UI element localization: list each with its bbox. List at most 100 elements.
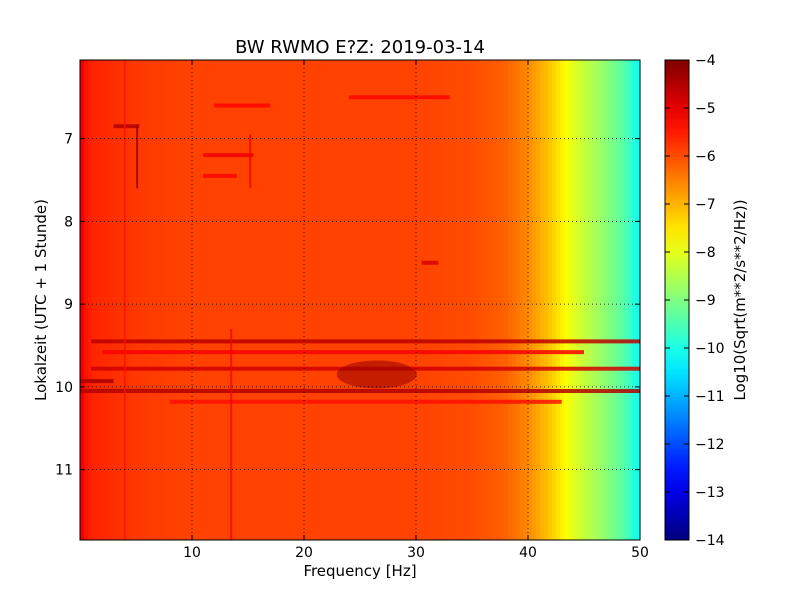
- heatmap-column: [160, 60, 165, 540]
- heatmap-column: [404, 60, 409, 540]
- heatmap-column: [452, 60, 457, 540]
- heatmap-column: [400, 60, 405, 540]
- heatmap-column: [428, 60, 433, 540]
- heatmap-column: [628, 60, 633, 540]
- heatmap-column: [344, 60, 349, 540]
- heatmap-column: [272, 60, 277, 540]
- heatmap-column: [504, 60, 509, 540]
- horizontal-event: [169, 399, 562, 404]
- heatmap-column: [320, 60, 325, 540]
- horizontal-event: [421, 260, 439, 265]
- horizontal-event: [113, 124, 140, 129]
- heatmap-column: [488, 60, 493, 540]
- heatmap-column: [184, 60, 189, 540]
- heatmap-column: [96, 60, 101, 540]
- heatmap-column: [84, 60, 89, 540]
- heatmap-column: [208, 60, 213, 540]
- heatmap-column: [632, 60, 637, 540]
- heatmap-column: [372, 60, 377, 540]
- y-tick-label: 7: [64, 132, 73, 148]
- heatmap-column: [92, 60, 97, 540]
- energy-blob: [336, 360, 417, 389]
- heatmap-column: [492, 60, 497, 540]
- heatmap-column: [300, 60, 305, 540]
- heatmap-column: [88, 60, 93, 540]
- heatmap-column: [532, 60, 537, 540]
- x-tick-label: 50: [631, 545, 649, 561]
- chart-title: BW RWMO E?Z: 2019-03-14: [235, 37, 485, 58]
- horizontal-event: [214, 103, 271, 108]
- plot-frame: [79, 59, 641, 541]
- heatmap-column: [516, 60, 521, 540]
- heatmap-column: [388, 60, 393, 540]
- heatmap-column: [236, 60, 241, 540]
- heatmap-column: [284, 60, 289, 540]
- heatmap-column: [464, 60, 469, 540]
- heatmap-column: [240, 60, 245, 540]
- heatmap-column: [520, 60, 525, 540]
- heatmap-column: [292, 60, 297, 540]
- x-tick-label: 40: [519, 545, 537, 561]
- heatmap-column: [380, 60, 385, 540]
- y-tick-label: 8: [64, 214, 73, 230]
- heatmap-column: [376, 60, 381, 540]
- heatmap-column: [276, 60, 281, 540]
- heatmap-column: [152, 60, 157, 540]
- colorbar-ticks: −4 −5 −6 −7 −8 −9 −10 −11 −12 −13 −14: [665, 53, 725, 549]
- heatmap-column: [416, 60, 421, 540]
- heatmap-column: [324, 60, 329, 540]
- y-tick-label: 10: [55, 380, 73, 396]
- heatmap-column: [616, 60, 621, 540]
- heatmap-column: [128, 60, 133, 540]
- heatmap-column: [396, 60, 401, 540]
- heatmap-column: [244, 60, 249, 540]
- heatmap-column: [212, 60, 217, 540]
- heatmap-column: [508, 60, 513, 540]
- heatmap-column: [124, 60, 129, 540]
- heatmap-column: [168, 60, 173, 540]
- heatmap-column: [548, 60, 553, 540]
- heatmap-column: [196, 60, 201, 540]
- heatmap-column: [120, 60, 125, 540]
- heatmap-column: [608, 60, 613, 540]
- colorbar-tick-label: −9: [695, 293, 716, 309]
- heatmap-cells: [80, 60, 641, 540]
- heatmap-column: [108, 60, 113, 540]
- grid-lines: [80, 60, 640, 540]
- heatmap-column: [512, 60, 517, 540]
- heatmap-column: [624, 60, 629, 540]
- heatmap-column: [264, 60, 269, 540]
- heatmap-column: [540, 60, 545, 540]
- heatmap-column: [156, 60, 161, 540]
- x-tick-label: 20: [295, 545, 313, 561]
- heatmap-column: [268, 60, 273, 540]
- heatmap-column: [200, 60, 205, 540]
- heatmap-column: [328, 60, 333, 540]
- colorbar-tick-label: −14: [695, 533, 725, 549]
- heatmap-column: [544, 60, 549, 540]
- colorbar-tick-label: −7: [695, 197, 716, 213]
- colorbar-tick-label: −13: [695, 485, 725, 501]
- heatmap-column: [176, 60, 181, 540]
- heatmap-column: [572, 60, 577, 540]
- heatmap-column: [204, 60, 209, 540]
- heatmap-column: [80, 60, 85, 540]
- heatmap-column: [524, 60, 529, 540]
- y-tick-label: 9: [64, 297, 73, 313]
- colorbar-label: Log10(Sqrt(m**2/s**2/Hz)): [731, 199, 749, 400]
- x-axis-ticks: 10 20 30 40 50: [183, 60, 649, 561]
- vertical-event: [123, 60, 126, 540]
- heatmap-column: [412, 60, 417, 540]
- x-tick-label: 30: [407, 545, 425, 561]
- heatmap-column: [188, 60, 193, 540]
- heatmap-column: [116, 60, 121, 540]
- heatmap-column: [288, 60, 293, 540]
- heatmap-column: [468, 60, 473, 540]
- heatmap-column: [360, 60, 365, 540]
- heatmap-column: [448, 60, 453, 540]
- heatmap-column: [192, 60, 197, 540]
- y-tick-label: 11: [55, 463, 73, 479]
- horizontal-event: [348, 95, 450, 100]
- heatmap-column: [484, 60, 489, 540]
- heatmap-column: [228, 60, 233, 540]
